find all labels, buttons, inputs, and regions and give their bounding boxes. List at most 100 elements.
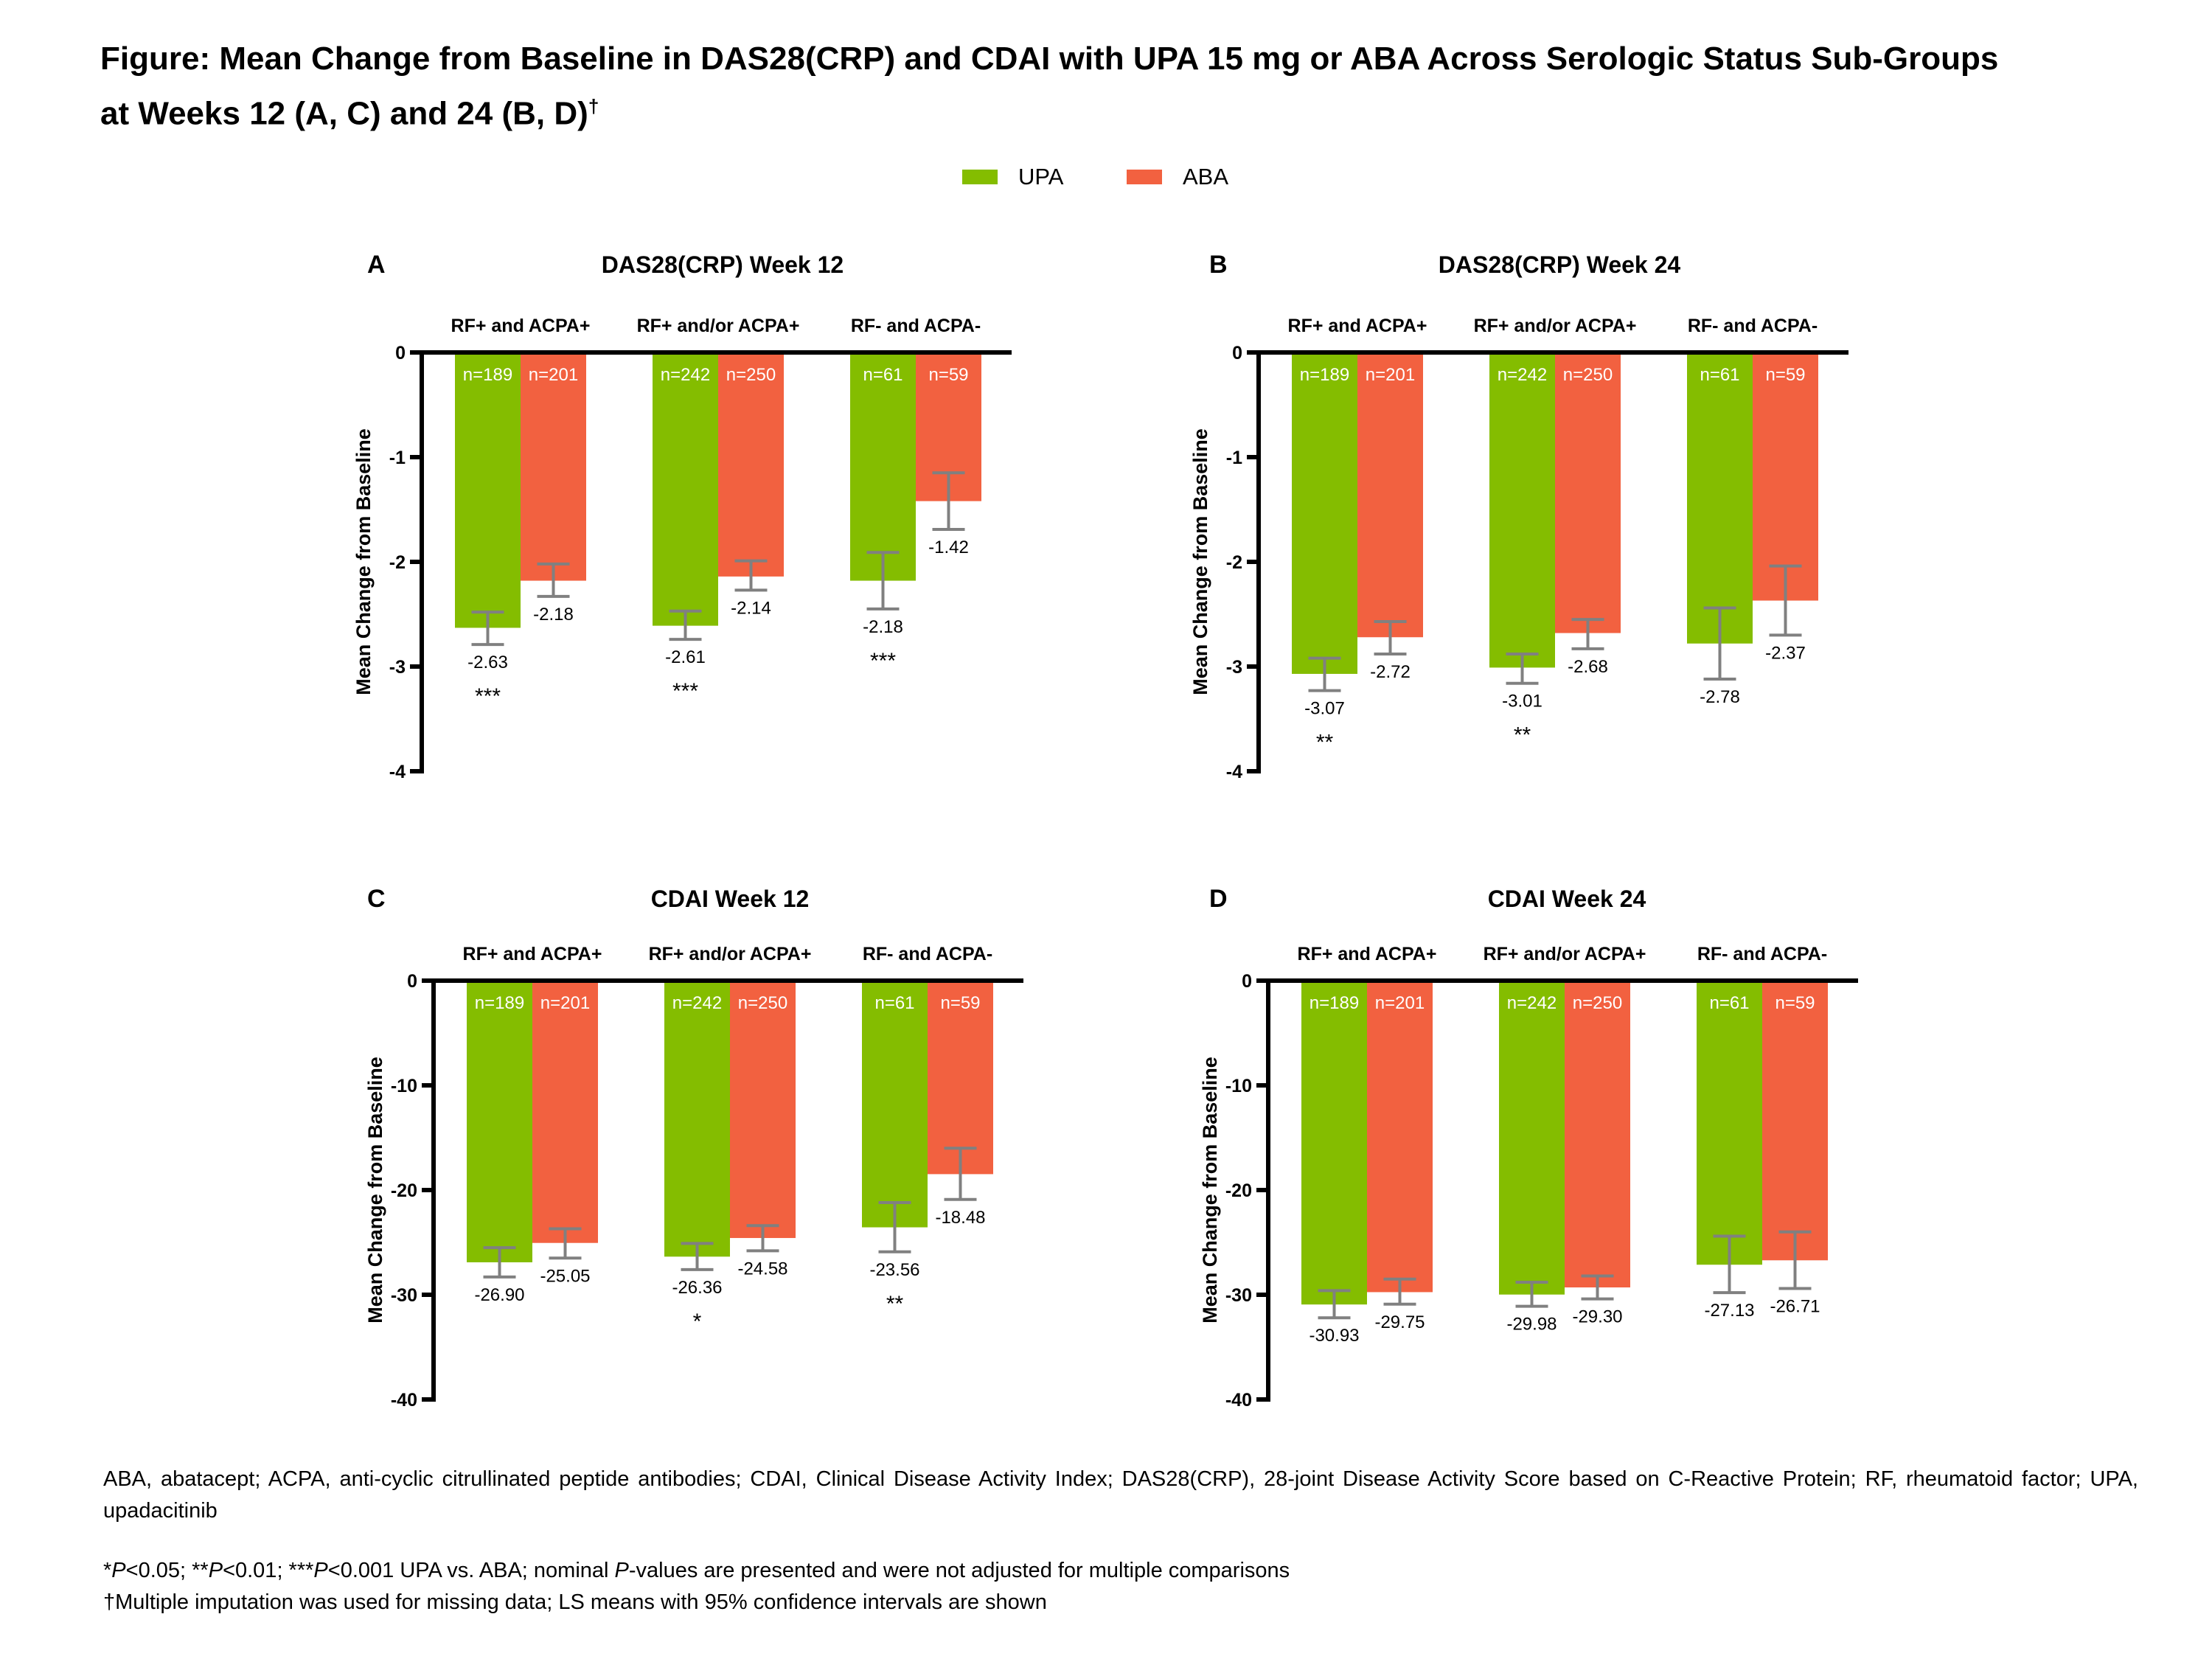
panel-b-bar-upa [1292, 352, 1357, 674]
panel-a-significance-marker: *** [672, 679, 698, 703]
italic-p: P [313, 1559, 328, 1582]
panel-d-bar-upa [1499, 981, 1565, 1295]
panel-a-n-label: n=250 [726, 365, 776, 385]
panel-a-y-tick-label: -2 [389, 552, 406, 573]
panel-c-n-label: n=242 [672, 993, 722, 1013]
panel-d-y-tick-label: 0 [1242, 971, 1252, 992]
panel-a-significance-marker: *** [475, 684, 501, 709]
panel-b-y-tick-label: -2 [1226, 552, 1242, 573]
panel-b-y-tick-label: -1 [1226, 448, 1242, 468]
panel-d-value-label: -30.93 [1309, 1326, 1359, 1346]
panel-d-y-tick-label: -40 [1225, 1390, 1252, 1411]
panel-d-value-label: -27.13 [1704, 1301, 1754, 1321]
panel-c-y-tick-label: -20 [391, 1180, 417, 1201]
dagger-mark: † [588, 95, 599, 117]
panel-b-y-tick-label: -3 [1226, 657, 1242, 678]
panel-d-y-tick-label: -30 [1225, 1285, 1252, 1306]
panel-d-value-label: -29.98 [1506, 1315, 1557, 1335]
panel-a-title: DAS28(CRP) Week 12 [602, 251, 844, 278]
panel-a-n-label: n=189 [463, 365, 512, 385]
footnote-text: -values are presented and were not adjus… [628, 1559, 1290, 1582]
panel-c-significance-marker: ** [886, 1292, 904, 1316]
figure-title-line-2-text: at Weeks 12 (A, C) and 24 (B, D) [100, 95, 588, 132]
figure-title: Figure: Mean Change from Baseline in DAS… [100, 35, 2180, 138]
footnote-imputation: †Multiple imputation was used for missin… [103, 1590, 1047, 1614]
panel-c-y-tick-label: -40 [391, 1390, 417, 1411]
panel-c-category-label: RF- and ACPA- [863, 944, 992, 964]
panel-b-category-label: RF+ and/or ACPA+ [1474, 316, 1637, 336]
panel-b-value-label: -2.72 [1370, 662, 1411, 682]
panel-d-y-tick-label: -20 [1225, 1180, 1252, 1201]
panel-b-y-axis-label: Mean Change from Baseline [1189, 428, 1211, 695]
panel-c-y-tick-label: -10 [391, 1076, 417, 1096]
panel-d-n-label: n=59 [1775, 993, 1815, 1013]
panel-c-bar-upa [862, 981, 928, 1228]
footnote-text: <0.001 UPA vs. ABA; nominal [327, 1559, 615, 1582]
panel-d-value-label: -29.75 [1374, 1312, 1425, 1332]
legend: UPA ABA [0, 162, 2212, 192]
panel-d-n-label: n=242 [1507, 993, 1557, 1013]
panel-d-bar-upa [1301, 981, 1367, 1305]
footnote-text: <0.05; ** [125, 1559, 209, 1582]
panel-b-category-label: RF- and ACPA- [1688, 316, 1818, 336]
panel-a-value-label: -2.14 [731, 598, 771, 618]
italic-p: P [111, 1559, 126, 1582]
panel-c-value-label: -18.48 [935, 1208, 985, 1228]
panel-b-bar-aba [1555, 352, 1621, 633]
footnote-text: * [103, 1559, 112, 1582]
panel-d-bar-aba [1762, 981, 1828, 1261]
panel-d-bar-aba [1367, 981, 1433, 1293]
footnote-abbreviations: ABA, abatacept; ACPA, anti-cyclic citrul… [103, 1467, 2138, 1523]
panel-d-y-tick-label: -10 [1225, 1076, 1252, 1096]
panel-a-n-label: n=201 [529, 365, 578, 385]
panel-b-value-label: -2.37 [1765, 643, 1806, 663]
panel-d-value-label: -29.30 [1572, 1307, 1622, 1327]
panel-d-category-label: RF+ and/or ACPA+ [1484, 944, 1646, 964]
panel-c-bar-aba [730, 981, 796, 1239]
panel-b-letter: B [1209, 251, 1228, 279]
panel-a-bar-aba [521, 352, 586, 581]
panel-a-y-tick-label: -4 [389, 762, 406, 782]
panel-b-n-label: n=59 [1765, 365, 1805, 385]
panel-a-n-label: n=242 [661, 365, 710, 385]
footnotes: ABA, abatacept; ACPA, anti-cyclic citrul… [103, 1464, 2138, 1618]
panel-a-value-label: -2.18 [863, 617, 903, 637]
panel-d-letter: D [1209, 885, 1228, 913]
legend-swatch-aba [1127, 170, 1162, 184]
panel-a-category-label: RF+ and ACPA+ [451, 316, 591, 336]
panel-c-bar-upa [664, 981, 730, 1257]
panel-a-value-label: -2.18 [533, 605, 574, 625]
panel-c-letter: C [367, 885, 386, 913]
panel-b-value-label: -3.07 [1304, 699, 1345, 719]
legend-item-aba: ABA [1127, 162, 1228, 192]
panel-d-category-label: RF- and ACPA- [1697, 944, 1827, 964]
panel-c-value-label: -24.58 [737, 1259, 787, 1279]
panel-a-bar-upa [850, 352, 916, 581]
panel-b-value-label: -2.78 [1700, 687, 1740, 707]
panel-b-value-label: -2.68 [1568, 657, 1608, 677]
legend-label-aba: ABA [1183, 164, 1229, 189]
figure-title-line-2: at Weeks 12 (A, C) and 24 (B, D)† [100, 83, 2180, 138]
panel-c-n-label: n=201 [540, 993, 590, 1013]
panel-b-y-tick-label: -4 [1226, 762, 1242, 782]
panel-c-n-label: n=189 [475, 993, 524, 1013]
panel-c-value-label: -26.90 [474, 1285, 524, 1305]
panel-b-n-label: n=61 [1700, 365, 1739, 385]
panel-b-n-label: n=250 [1563, 365, 1613, 385]
panel-a-letter: A [367, 251, 386, 279]
panel-b-title: DAS28(CRP) Week 24 [1439, 251, 1681, 278]
panel-b-bar-aba [1753, 352, 1818, 601]
legend-swatch-upa [962, 170, 998, 184]
panel-a-y-tick-label: -1 [389, 448, 406, 468]
panel-c-n-label: n=250 [738, 993, 787, 1013]
panel-b-significance-marker: ** [1514, 723, 1531, 748]
panel-c-value-label: -26.36 [672, 1278, 722, 1298]
panel-b-y-tick-label: 0 [1232, 343, 1242, 364]
panel-b-bar-upa [1489, 352, 1555, 668]
legend-label-upa: UPA [1018, 164, 1064, 189]
panel-d-category-label: RF+ and ACPA+ [1298, 944, 1437, 964]
italic-p: P [208, 1559, 223, 1582]
legend-item-upa: UPA [962, 162, 1063, 192]
panel-c-significance-marker: * [693, 1310, 702, 1334]
